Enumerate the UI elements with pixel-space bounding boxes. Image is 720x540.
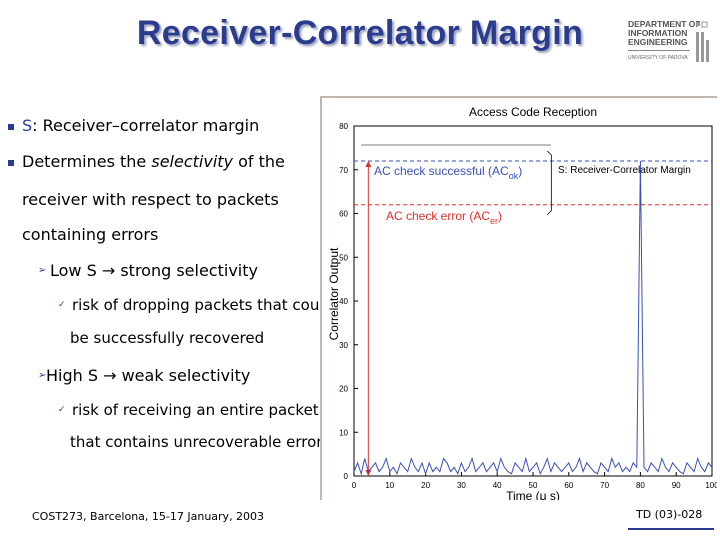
annotation-margin: S: Receiver-Correlator Margin [558, 165, 691, 176]
logo-line-2: INFORMATION [628, 28, 688, 38]
correlator-output-series-line [353, 160, 713, 476]
footer-doc-id: TD (03)-028 [636, 508, 703, 521]
x-tick-label: 60 [564, 481, 573, 490]
y-tick-label: 30 [339, 341, 348, 350]
y-tick-label: 0 [344, 472, 349, 481]
x-tick-label: 100 [705, 481, 717, 490]
plot-frame [353, 125, 713, 477]
bullet-square [8, 124, 14, 130]
sub-bullet-low-s: Low S → strong selectivity [50, 261, 258, 280]
detail-high-s-1: risk of receiving an entire packet [72, 401, 319, 419]
check-icon: ✓ [58, 405, 66, 415]
annotation-ac-ok: AC check successful (ACok) [374, 164, 522, 181]
detail-high-s-2: that contains unrecoverable errors [70, 433, 331, 451]
chart-y-axis-label: Correlator Output [327, 247, 341, 340]
chart-title: Access Code Reception [469, 105, 597, 119]
x-tick-label: 10 [385, 481, 394, 490]
bullet-selectivity: Determines the selectivity of the [22, 152, 285, 171]
margin-arrow-up-icon [365, 161, 372, 167]
logo-divider [628, 50, 690, 51]
bullet-selectivity-line3: containing errors [22, 225, 159, 244]
x-tick-label: 90 [672, 481, 681, 490]
x-tick-label: 70 [600, 481, 609, 490]
department-logo: DEPARTMENT OF INFORMATION ENGINEERING UN… [628, 20, 712, 70]
sub-bullet-arrow-icon: ➢ [38, 265, 47, 276]
sub-bullet-arrow-icon: ➢ [38, 370, 47, 381]
y-tick-label: 50 [339, 253, 348, 262]
logo-line-4: UNIVERSITY OF PADOVA [628, 55, 688, 61]
slide-title: Receiver-Correlator Margin [136, 14, 584, 52]
y-tick-label: 80 [339, 122, 348, 131]
y-tick-label: 60 [339, 210, 348, 219]
y-tick-label: 70 [339, 166, 348, 175]
x-tick-label: 80 [636, 481, 645, 490]
x-tick-label: 50 [529, 481, 538, 490]
check-icon: ✓ [58, 300, 66, 310]
x-tick-label: 0 [352, 481, 357, 490]
sub-bullet-high-s: High S → weak selectivity [46, 366, 251, 385]
y-tick-label: 20 [339, 385, 348, 394]
bullet-selectivity-line2: receiver with respect to packets [22, 190, 279, 209]
x-tick-label: 20 [421, 481, 430, 490]
margin-callout-bracket [547, 150, 552, 216]
logo-line-1: DEPARTMENT OF [628, 19, 701, 29]
detail-low-s-2: be successfully recovered [70, 329, 265, 347]
footer-underline [628, 528, 714, 530]
y-tick-label: 40 [339, 297, 348, 306]
chart-x-axis-label: Time (μ s) [506, 489, 560, 500]
chart-svg: Access Code Reception Correlator Output … [327, 105, 719, 503]
symbol-s: S [22, 116, 33, 135]
x-tick-label: 30 [457, 481, 466, 490]
margin-arrow-down-icon [365, 470, 372, 476]
university-mark-icon [696, 21, 709, 62]
detail-low-s-1: risk of dropping packets that could [72, 296, 334, 314]
logo-line-3: ENGINEERING [628, 37, 688, 47]
access-code-chart: Access Code Reception Correlator Output … [320, 96, 719, 503]
y-tick-label: 10 [339, 428, 348, 437]
bullet-margin: S: Receiver–correlator margin [22, 116, 260, 135]
footer-conference: COST273, Barcelona, 15-17 January, 2003 [32, 510, 265, 523]
x-tick-label: 40 [493, 481, 502, 490]
annotation-ac-err: AC check error (ACer) [386, 209, 502, 226]
bullet-square [8, 160, 14, 166]
